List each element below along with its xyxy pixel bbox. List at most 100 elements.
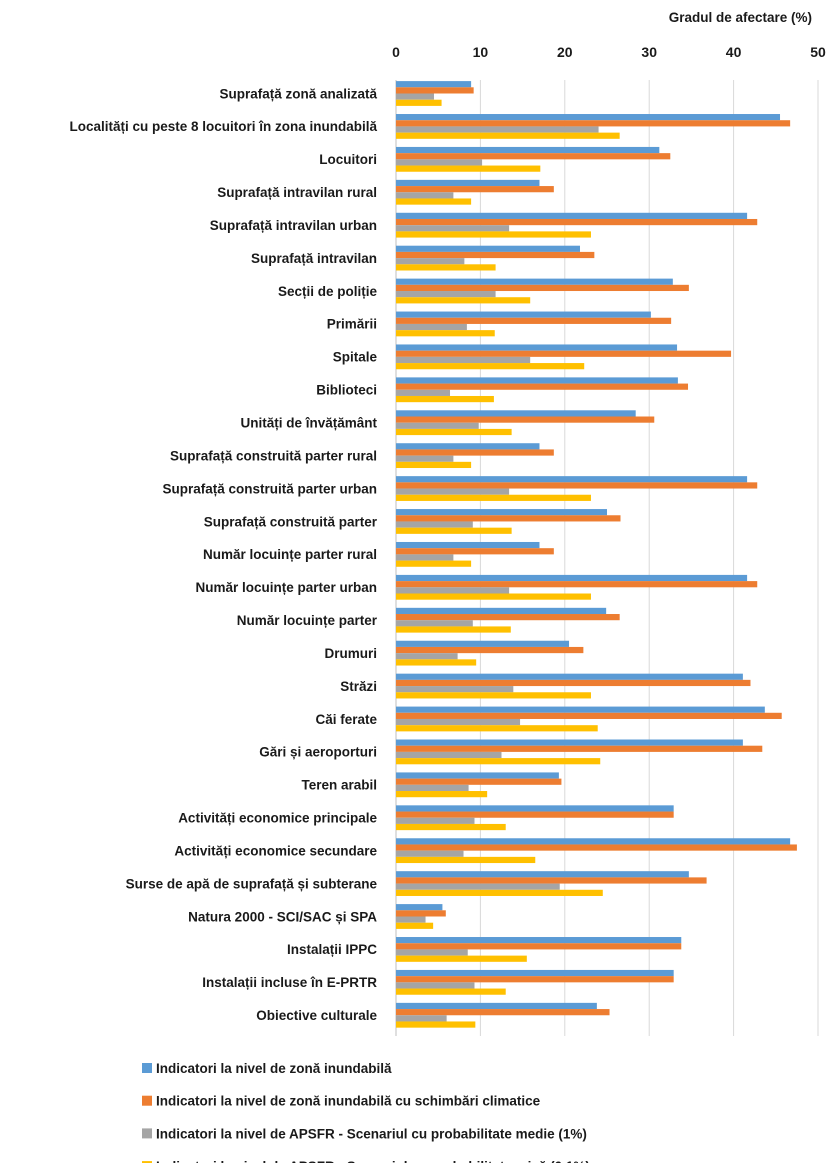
bar-series-2 [396,153,671,160]
category-labels: Suprafață zonă analizată Localități cu pe… [69,86,377,1023]
bar-series-1 [396,245,580,252]
bar-series-3 [396,422,479,429]
bar-series-1 [396,410,636,417]
bar-series-4 [396,791,488,798]
bar-series-4 [396,758,601,765]
bar-series-1 [396,969,674,977]
bar-series-1 [396,574,748,582]
bar-series-3 [396,982,475,989]
bar-series-4 [396,1021,476,1028]
bar-series-3 [396,1015,447,1022]
bar-series-2 [396,646,584,654]
bar-series-1 [396,1002,597,1010]
bar-series-2 [396,482,758,489]
category-label: Suprafață intravilan rural [217,185,377,200]
category-label: Secții de poliție [278,284,378,299]
bar-series-2 [396,548,554,555]
bar-series-2 [396,317,672,324]
bar-series-3 [396,587,510,594]
bar-series-2 [396,383,689,390]
bar-series-3 [396,159,483,166]
category-label: Spitale [333,350,378,365]
category-label: Activități economice secundare [174,843,377,858]
bar-series-2 [396,614,620,621]
bar-series-4 [396,99,442,106]
bar-series-4 [396,527,512,534]
legend-swatch [142,1161,152,1163]
bar-series-3 [396,258,465,265]
bar-series-4 [396,132,620,139]
category-label: Număr locuințe parter [237,613,378,628]
bar-series-3 [396,620,473,627]
bar-series-2 [396,712,782,719]
category-label: Localități cu peste 8 locuitori în zona … [69,119,377,134]
category-label: Unități de învățământ [240,416,377,431]
bar-series-1 [396,739,743,746]
bar-series-2 [396,778,562,785]
category-label: Biblioteci [316,383,377,398]
bar-series-1 [396,212,748,219]
x-tick-label: 50 [810,44,826,60]
bar-series-4 [396,165,541,172]
bar-series-4 [396,297,531,304]
bar-series-3 [396,225,510,232]
category-label: Locuitori [319,152,377,167]
legend-swatch [142,1063,152,1073]
bar-series-3 [396,93,434,100]
x-tick-label: 30 [641,44,657,60]
bar-series-4 [396,428,512,436]
bar-series-4 [396,461,472,469]
bar-series-3 [396,817,475,824]
bar-series-1 [396,476,748,483]
bar-series-2 [396,449,554,456]
bar-series-4 [396,626,511,633]
bar-series-2 [396,976,674,983]
category-label: Gări și aeroporturi [259,745,377,760]
category-label: Străzi [340,679,377,694]
axis-layer: 0 10 20 30 40 50 Gradul de afectare (%) [392,10,826,1036]
bar-series-2 [396,877,707,884]
bar-series-1 [396,640,570,647]
category-label: Activități economice principale [178,811,377,826]
bar-series-4 [396,395,494,403]
bar-series-3 [396,686,514,693]
bar-series-4 [396,823,506,831]
bar-series-1 [396,146,660,154]
bar-series-3 [396,521,473,528]
bar-series-3 [396,850,464,857]
bar-series-4 [396,692,591,699]
bar-series-3 [396,389,451,396]
bar-series-2 [396,515,621,522]
bar-series-1 [396,673,743,680]
category-label: Drumuri [324,646,377,661]
category-label: Număr locuințe parter rural [203,547,377,562]
bar-series-1 [396,772,559,779]
bar-series-4 [396,560,472,567]
bar-series-1 [396,937,682,944]
category-label: Suprafață construită parter urban [162,481,377,496]
bar-series-4 [396,988,506,995]
bar-series-4 [396,955,527,962]
bars-layer [396,81,797,1028]
bar-series-2 [396,943,682,950]
category-label: Instalații IPPC [287,942,377,957]
bar-series-3 [396,784,469,792]
bar-series-1 [396,706,765,713]
legend-label: Indicatori la nivel de zonă inundabilă [156,1061,392,1076]
bar-series-2 [396,910,446,917]
bar-series-1 [396,377,678,384]
legend: Indicatori la nivel de zonă inundabilă In… [142,1061,590,1163]
bar-series-2 [396,218,758,226]
legend-label: Indicatori la nivel de APSFR - Scenariul… [156,1126,587,1141]
x-tick-label: 10 [473,44,489,60]
bar-series-2 [396,350,732,357]
category-label: Suprafață intravilan urban [210,218,377,233]
legend-swatch [142,1095,152,1106]
category-label: Suprafață zonă analizată [219,86,377,101]
bar-series-2 [396,679,751,687]
category-label: Suprafață construită parter rural [170,448,377,463]
bar-series-1 [396,904,443,911]
bar-series-4 [396,264,496,271]
bar-series-4 [396,725,598,732]
